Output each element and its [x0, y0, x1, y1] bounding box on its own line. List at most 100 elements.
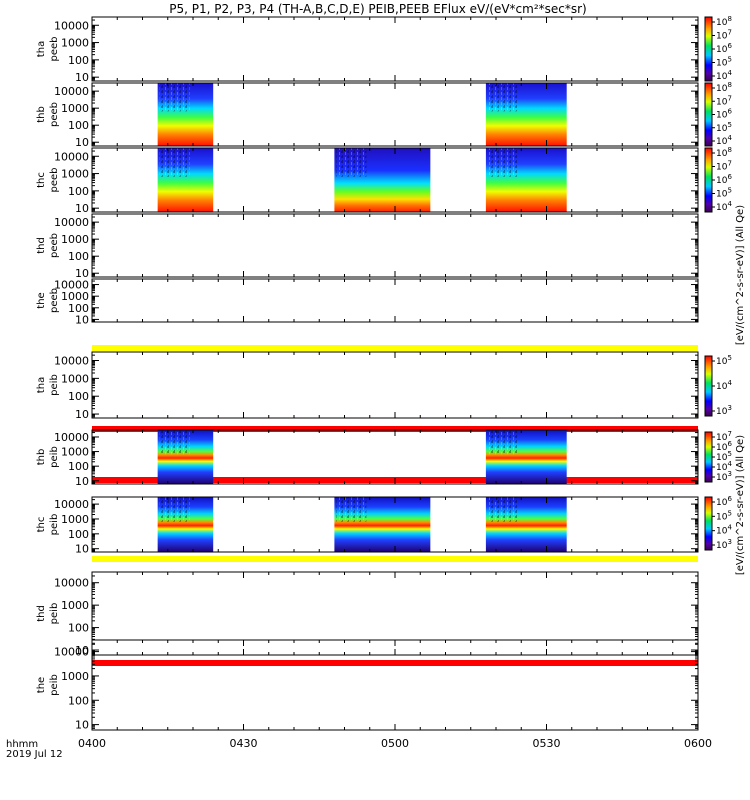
spectrogram-panel: 10 100 1000 10000 thc peib [36, 496, 699, 556]
spectrogram-panel: 10 100 1000 10000 thd peeb [36, 213, 699, 280]
panel-label-probe: tha [36, 377, 47, 393]
y-tick-label: 100 [68, 250, 89, 263]
spectrogram-band-texture [336, 497, 367, 522]
spectrogram-panel: 10 100 1000 10000 thc peeb [36, 147, 699, 215]
spectrogram-band-texture [159, 83, 190, 112]
colorbar-tick-label: 105 [716, 56, 732, 69]
spectrogram-band-texture [159, 430, 190, 455]
panel-label-type: peeb [49, 288, 60, 313]
colorbar-tick-label: 105 [716, 187, 732, 200]
y-tick-label: 10 [75, 475, 89, 488]
y-tick-label: 100 [68, 528, 89, 541]
colorbars-group: 1041051061071081041051061071081041051061… [704, 15, 732, 551]
spectrogram-band-texture [159, 497, 190, 522]
y-tick-label: 1000 [61, 670, 89, 683]
panel-label-type: peeb [49, 37, 60, 62]
y-tick-label: 1000 [61, 168, 89, 181]
panel-label-type: peib [49, 674, 60, 696]
spectrogram-band-texture [487, 497, 518, 522]
colorbar-tick-label: 108 [716, 146, 732, 159]
spectrogram-band-texture [487, 148, 518, 177]
spectrogram-panel: 10 100 1000 10000 tha peeb [36, 16, 699, 84]
y-tick-label: 10000 [54, 646, 89, 659]
colorbar-scale [704, 147, 713, 213]
colorbar-tick-label: 108 [716, 15, 732, 28]
colorbar-tick-label: 104 [716, 524, 732, 537]
colorbar-scale [704, 82, 713, 147]
colorbar-tick-label: 103 [716, 538, 732, 551]
y-tick-label: 1000 [61, 599, 89, 612]
panel-label-probe: tha [36, 41, 47, 57]
colorbar: 103 104 105 [704, 354, 732, 417]
y-tick-label: 1000 [61, 37, 89, 50]
spectrogram-panel: 10 100 1000 10000 the peib [36, 639, 699, 732]
flag-strip [92, 345, 698, 351]
panel-label-probe: thb [36, 449, 47, 466]
y-tick-label: 10000 [54, 150, 89, 163]
y-tick-label: 100 [68, 302, 89, 315]
colorbar-scale [704, 355, 713, 417]
x-tick-label: 0400 [78, 737, 106, 750]
y-tick-label: 10 [75, 313, 89, 326]
flag-strip [92, 660, 698, 666]
y-tick-label: 10 [75, 644, 89, 657]
y-tick-label: 10000 [54, 577, 89, 590]
y-tick-label: 1000 [61, 233, 89, 246]
colorbar-tick-label: 104 [716, 379, 732, 392]
spectrogram-band-texture [159, 148, 190, 177]
panel-label-type: peib [49, 446, 60, 468]
y-tick-label: 100 [68, 185, 89, 198]
panel-label-type: peeb [49, 102, 60, 127]
y-tick-label: 100 [68, 390, 89, 403]
colorbar-tick-label: 107 [716, 160, 732, 173]
y-tick-label: 10 [75, 719, 89, 732]
colorbar-tick-label: 107 [716, 29, 732, 42]
panel-label-probe: thd [36, 237, 47, 254]
spectrogram-band-texture [487, 83, 518, 112]
colorbar-tick-label: 106 [716, 495, 732, 508]
panel-frame [91, 278, 699, 323]
flag-strip [92, 426, 698, 432]
panel-label-probe: thc [36, 172, 47, 188]
y-tick-label: 10 [75, 71, 89, 84]
y-tick-label: 10000 [54, 355, 89, 368]
panel-frame [91, 16, 699, 82]
y-tick-label: 100 [68, 622, 89, 635]
colorbar-scale [704, 496, 713, 551]
y-tick-label: 1000 [61, 290, 89, 303]
y-tick-label: 1000 [61, 372, 89, 385]
colorbar-tick-label: 108 [716, 81, 732, 94]
spectrogram-panel: 10 100 1000 10000 thd peib [36, 571, 699, 657]
colorbar-scale [704, 16, 713, 82]
y-tick-label: 10000 [54, 498, 89, 511]
colorbar-tick-label: 107 [716, 94, 732, 107]
y-tick-label: 1000 [61, 446, 89, 459]
panel-label-probe: thc [36, 517, 47, 533]
y-tick-label: 100 [68, 460, 89, 473]
colorbar-tick-label: 105 [716, 121, 732, 134]
panel-label-type: peeb [49, 168, 60, 193]
y-tick-label: 100 [68, 119, 89, 132]
y-tick-label: 1000 [61, 102, 89, 115]
spectrogram-panel: 10 100 1000 10000 thb peeb [36, 82, 699, 149]
colorbar-tick-label: 104 [716, 200, 732, 213]
y-tick-label: 10000 [54, 431, 89, 444]
colorbar-label-electrons: [eV/(cm^2-s-sr-eV)] (All Qe) [735, 205, 746, 345]
x-axis: 0400 0430 0500 0530 0600 [78, 737, 712, 750]
colorbar-tick-label: 106 [716, 42, 732, 55]
colorbar-tick-label: 103 [716, 404, 732, 417]
colorbar-label-ions: [eV/(cm^2-s-sr-eV)] (All Qe) [735, 435, 746, 575]
y-tick-label: 10 [75, 408, 89, 421]
x-tick-label: 0600 [684, 737, 712, 750]
y-tick-label: 10000 [54, 216, 89, 229]
panel-label-type: peeb [49, 233, 60, 258]
colorbar-tick-label: 105 [716, 509, 732, 522]
panel-frame [91, 213, 699, 278]
